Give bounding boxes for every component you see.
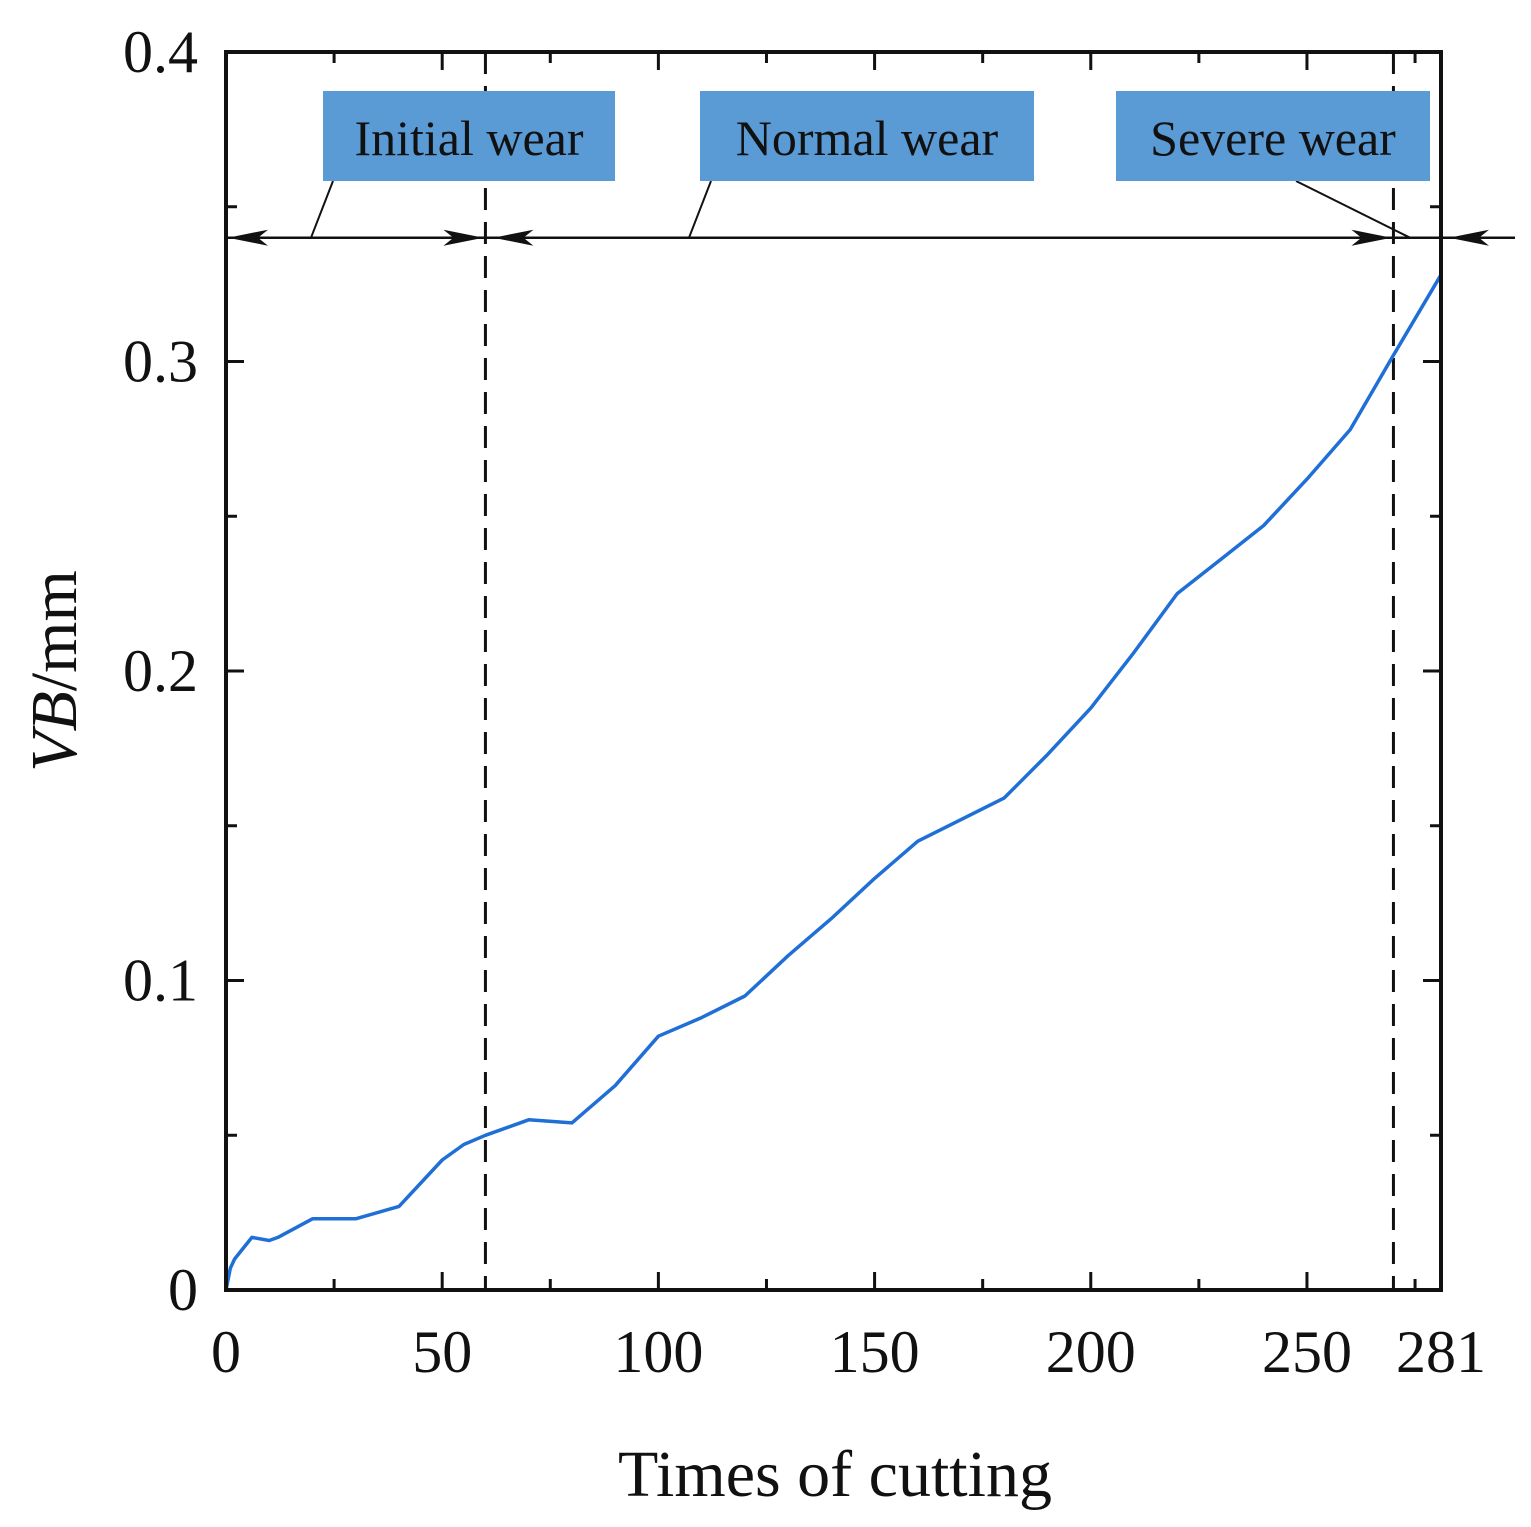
y-tick-label: 0 (168, 1257, 198, 1323)
y-tick-label: 0.4 (123, 19, 198, 85)
y-tick-label: 0.3 (123, 329, 198, 395)
x-tick-label: 100 (613, 1319, 703, 1385)
x-tick-label: 281 (1396, 1319, 1486, 1385)
x-tick-label: 250 (1262, 1319, 1352, 1385)
y-axis-title: VB/mm (18, 570, 91, 772)
normal-wear-leader (688, 180, 712, 239)
initial-wear-label-box (323, 91, 615, 181)
x-tick-label: 150 (830, 1319, 920, 1385)
initial-wear-leader (310, 180, 334, 239)
vb-series-line (224, 273, 1443, 1291)
normal-wear-label: Normal wear (736, 110, 999, 166)
y-tick-label: 0.2 (123, 638, 198, 704)
x-tick-label: 200 (1046, 1319, 1136, 1385)
y-tick-label: 0.1 (123, 948, 198, 1014)
stage-arrowhead (1351, 229, 1392, 246)
stage-arrowhead (443, 229, 484, 246)
stage-arrowhead (493, 229, 534, 246)
initial-wear-label: Initial wear (354, 110, 583, 166)
x-axis-title: Times of cutting (618, 1438, 1052, 1511)
x-tick-label: 0 (211, 1319, 241, 1385)
x-tick-label: 50 (412, 1319, 472, 1385)
normal-wear-label-box (700, 91, 1034, 181)
severe-wear-label-box (1116, 91, 1430, 181)
severe-wear-leader (1295, 180, 1411, 239)
severe-wear-label: Severe wear (1150, 110, 1396, 166)
stage-arrowhead (1449, 229, 1489, 246)
stage-arrowhead (228, 229, 268, 246)
